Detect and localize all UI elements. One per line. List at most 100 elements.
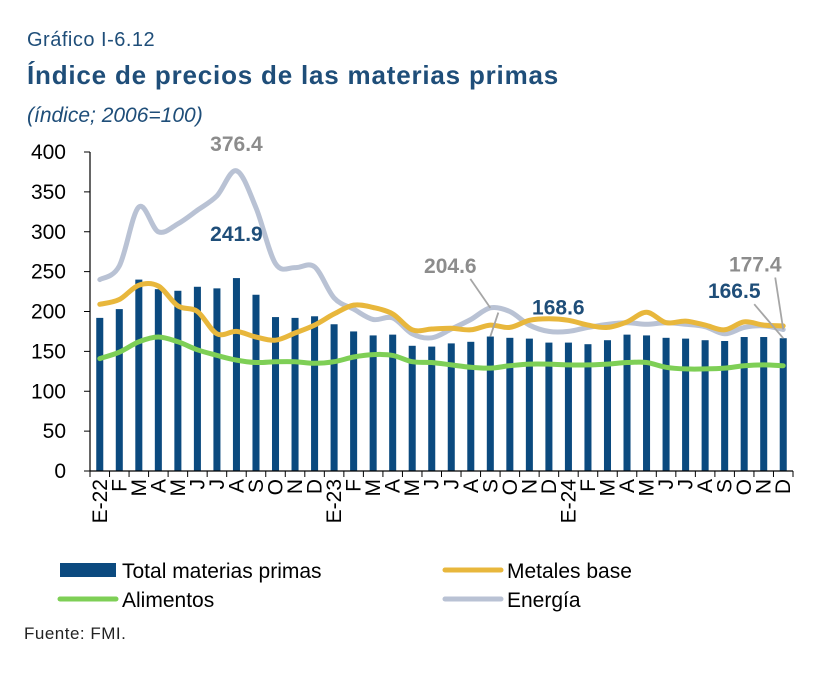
- bar-total-materias-primas: [193, 286, 201, 471]
- x-tick-label: F: [108, 479, 131, 492]
- annotation-leader: [753, 303, 784, 339]
- bar-total-materias-primas: [330, 324, 338, 471]
- chart-title: Índice de precios de las materias primas: [27, 60, 560, 90]
- x-tick-label: E-24: [557, 479, 580, 524]
- y-tick-label: 350: [31, 181, 66, 204]
- x-tick-label: M: [128, 479, 151, 497]
- x-tick-label: J: [186, 479, 209, 490]
- x-tick-label: O: [265, 479, 288, 495]
- x-tick-label: N: [753, 479, 776, 494]
- data-label: 376.4: [210, 133, 263, 156]
- x-tick-label: J: [206, 479, 229, 490]
- y-tick-label: 250: [31, 261, 66, 284]
- x-tick-label: F: [577, 479, 600, 492]
- x-tick-label: A: [460, 479, 483, 493]
- annotation-leader: [469, 278, 492, 309]
- bar-total-materias-primas: [525, 338, 533, 471]
- bar-total-materias-primas: [135, 279, 143, 471]
- legend-label: Total materias primas: [122, 560, 322, 583]
- x-tick-label: M: [167, 479, 190, 497]
- bar-total-materias-primas: [486, 336, 494, 471]
- data-label: 166.5: [708, 280, 761, 303]
- x-tick-label: A: [616, 479, 639, 493]
- bar-total-materias-primas: [96, 317, 104, 471]
- bar-total-materias-primas: [721, 341, 729, 471]
- bar-total-materias-primas: [154, 289, 162, 471]
- x-tick-label: A: [147, 479, 170, 493]
- x-tick-label: S: [479, 479, 502, 493]
- x-tick-label: A: [225, 479, 248, 493]
- x-tick-label: M: [401, 479, 424, 497]
- chart-subtitle: (índice; 2006=100): [27, 104, 203, 127]
- x-tick-label: F: [343, 479, 366, 492]
- x-tick-label: S: [245, 479, 268, 493]
- x-tick-label: M: [636, 479, 659, 497]
- x-tick-label: A: [694, 479, 717, 493]
- bar-total-materias-primas: [115, 309, 123, 471]
- y-tick-label: 200: [31, 301, 66, 324]
- chart-label: Gráfico I-6.12: [27, 29, 156, 51]
- x-tick-label: D: [772, 479, 795, 494]
- bar-total-materias-primas: [603, 340, 612, 471]
- legend-bar-swatch: [60, 563, 116, 577]
- x-tick-label: E-22: [89, 479, 112, 523]
- x-tick-label: E-23: [323, 479, 346, 523]
- bar-total-materias-primas: [213, 288, 221, 471]
- bar-total-materias-primas: [350, 331, 358, 471]
- data-label: 168.6: [532, 297, 585, 320]
- x-tick-label: M: [362, 479, 385, 497]
- y-tick-label: 150: [31, 340, 66, 363]
- bar-total-materias-primas: [311, 316, 319, 471]
- bar-total-materias-primas: [252, 294, 260, 471]
- y-tick-label: 300: [31, 221, 66, 244]
- bar-total-materias-primas: [643, 335, 651, 471]
- x-tick-label: N: [284, 479, 307, 494]
- bar-total-materias-primas: [545, 342, 553, 471]
- y-tick-label: 50: [43, 420, 66, 443]
- bar-total-materias-primas: [682, 338, 690, 471]
- bar-total-materias-primas: [467, 341, 475, 471]
- bar-total-materias-primas: [506, 337, 514, 471]
- source-note: Fuente: FMI.: [24, 624, 127, 643]
- legend-label: Energía: [507, 589, 581, 612]
- bar-total-materias-primas: [291, 317, 299, 471]
- annotation-leader: [774, 277, 785, 330]
- bar-total-materias-primas: [779, 338, 787, 471]
- data-label: 177.4: [729, 254, 782, 277]
- bar-total-materias-primas: [564, 342, 572, 471]
- bar-total-materias-primas: [447, 343, 455, 471]
- bar-total-materias-primas: [740, 337, 748, 471]
- bar-total-materias-primas: [232, 278, 240, 471]
- y-tick-label: 0: [54, 460, 66, 483]
- bar-total-materias-primas: [389, 334, 397, 471]
- bar-total-materias-primas: [174, 290, 182, 471]
- annotation-leader: [489, 312, 500, 337]
- bar-total-materias-primas: [408, 345, 416, 471]
- x-tick-label: S: [714, 479, 737, 493]
- x-tick-label: J: [421, 479, 444, 490]
- bar-total-materias-primas: [623, 334, 631, 471]
- y-tick-label: 400: [31, 141, 66, 164]
- x-tick-label: J: [675, 479, 698, 490]
- line-alimentos: [97, 334, 786, 372]
- bar-total-materias-primas: [701, 340, 709, 471]
- x-tick-label: D: [304, 479, 327, 494]
- data-label: 204.6: [424, 255, 477, 278]
- bar-total-materias-primas: [428, 346, 436, 471]
- line-metales-base: [97, 280, 786, 343]
- bar-total-materias-primas: [662, 337, 670, 471]
- x-tick-label: J: [655, 479, 678, 490]
- x-tick-label: O: [499, 479, 522, 495]
- x-tick-label: A: [382, 479, 405, 493]
- x-tick-label: J: [440, 479, 463, 490]
- data-label: 241.9: [210, 223, 263, 246]
- x-tick-label: N: [518, 479, 541, 494]
- bar-total-materias-primas: [369, 335, 377, 471]
- bar-total-materias-primas: [584, 344, 592, 471]
- y-tick-label: 100: [31, 380, 66, 403]
- bar-total-materias-primas: [271, 317, 280, 471]
- x-tick-label: D: [538, 479, 561, 494]
- bar-total-materias-primas: [760, 337, 768, 471]
- x-tick-label: O: [733, 479, 756, 495]
